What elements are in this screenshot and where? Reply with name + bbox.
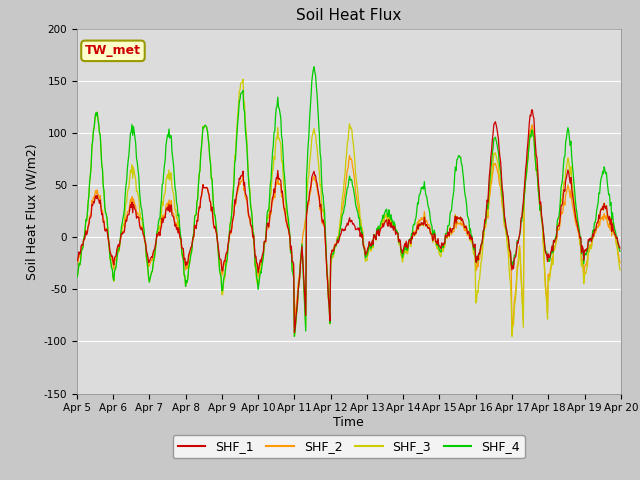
Text: TW_met: TW_met bbox=[85, 44, 141, 57]
SHF_2 bbox=[194, 218, 202, 224]
SHF_2 bbox=[73, 262, 81, 268]
SHF_3 bbox=[239, 76, 247, 82]
SHF_1 bbox=[194, 218, 202, 224]
SHF_4 bbox=[616, 248, 624, 254]
SHF_1 bbox=[291, 329, 298, 335]
SHF_4 bbox=[73, 275, 81, 280]
SHF_3 bbox=[73, 274, 81, 280]
SHF_2 bbox=[529, 122, 536, 128]
SHF_1 bbox=[528, 107, 536, 113]
SHF_1 bbox=[431, 232, 439, 238]
SHF_2 bbox=[223, 252, 230, 258]
SHF_3 bbox=[616, 267, 624, 273]
SHF_4 bbox=[291, 334, 298, 339]
SHF_1 bbox=[139, 228, 147, 234]
SHF_1 bbox=[223, 250, 230, 256]
SHF_4 bbox=[310, 64, 318, 70]
Legend: SHF_1, SHF_2, SHF_3, SHF_4: SHF_1, SHF_2, SHF_3, SHF_4 bbox=[173, 435, 525, 458]
Line: SHF_3: SHF_3 bbox=[77, 79, 620, 336]
X-axis label: Time: Time bbox=[333, 416, 364, 429]
SHF_4 bbox=[139, 214, 147, 220]
SHF_4 bbox=[194, 196, 202, 202]
SHF_2 bbox=[508, 325, 516, 331]
SHF_4 bbox=[223, 259, 230, 264]
SHF_1 bbox=[73, 258, 81, 264]
SHF_2 bbox=[430, 230, 438, 236]
SHF_2 bbox=[83, 231, 90, 237]
SHF_3 bbox=[415, 220, 423, 226]
SHF_2 bbox=[616, 260, 624, 265]
SHF_3 bbox=[223, 261, 230, 266]
SHF_1 bbox=[616, 245, 624, 251]
SHF_1 bbox=[83, 232, 90, 238]
Line: SHF_2: SHF_2 bbox=[77, 125, 620, 328]
SHF_3 bbox=[508, 334, 516, 339]
Title: Soil Heat Flux: Soil Heat Flux bbox=[296, 9, 401, 24]
SHF_3 bbox=[194, 196, 202, 202]
SHF_3 bbox=[83, 218, 90, 224]
Line: SHF_4: SHF_4 bbox=[77, 67, 620, 336]
SHF_3 bbox=[139, 221, 147, 227]
SHF_2 bbox=[415, 223, 422, 228]
Line: SHF_1: SHF_1 bbox=[77, 110, 620, 332]
SHF_2 bbox=[139, 227, 147, 233]
SHF_1 bbox=[415, 221, 423, 227]
SHF_4 bbox=[416, 192, 424, 197]
SHF_4 bbox=[83, 217, 90, 223]
SHF_3 bbox=[431, 233, 439, 239]
SHF_4 bbox=[432, 239, 440, 244]
Y-axis label: Soil Heat Flux (W/m2): Soil Heat Flux (W/m2) bbox=[25, 143, 38, 279]
